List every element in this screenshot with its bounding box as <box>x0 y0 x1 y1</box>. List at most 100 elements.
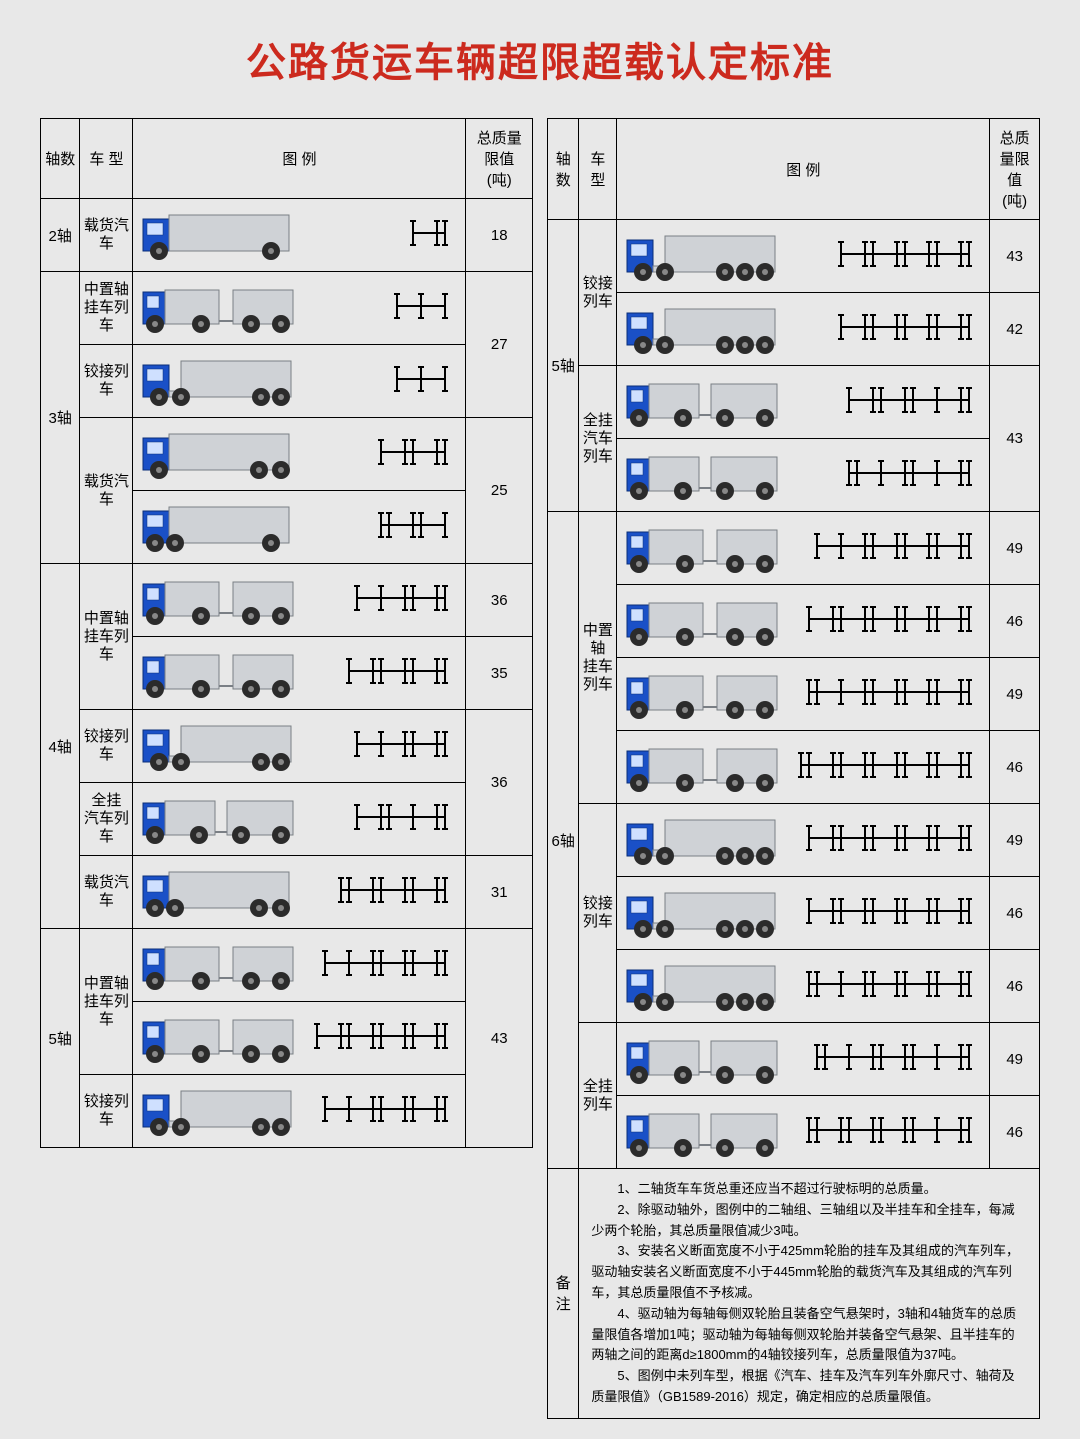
illus-cell <box>617 512 990 585</box>
axle-diagram-icon <box>337 874 457 910</box>
axle-diagram-icon <box>837 238 981 274</box>
limit-cell: 46 <box>990 950 1040 1023</box>
truck-icon <box>625 518 785 578</box>
limit-cell: 31 <box>466 856 533 929</box>
limit-cell: 36 <box>466 710 533 856</box>
type-cell: 载货汽车 <box>80 856 133 929</box>
table-row: 铰接列车 <box>41 1075 533 1148</box>
table-row: 全挂汽车列车 43 <box>548 366 1040 439</box>
limit-cell: 46 <box>990 585 1040 658</box>
truck-icon <box>141 862 301 922</box>
axle-diagram-icon <box>393 363 457 399</box>
truck-icon <box>625 810 785 870</box>
limit-cell: 42 <box>990 293 1040 366</box>
truck-icon <box>141 497 301 557</box>
table-row: 5轴中置轴挂车列车 43 <box>41 929 533 1002</box>
limit-cell: 25 <box>466 418 533 564</box>
type-cell: 铰接列车 <box>80 710 133 783</box>
illus-cell <box>617 1096 990 1169</box>
axle-diagram-icon <box>813 530 981 566</box>
table-row: 3轴中置轴挂车列车 27 <box>41 272 533 345</box>
limit-cell: 18 <box>466 199 533 272</box>
table-row: 49 <box>548 658 1040 731</box>
limit-cell: 49 <box>990 658 1040 731</box>
illus-cell <box>133 1002 466 1075</box>
header-type: 车 型 <box>579 119 617 220</box>
truck-icon <box>625 883 785 943</box>
illus-cell <box>133 564 466 637</box>
table-row <box>548 439 1040 512</box>
axle-diagram-icon <box>797 749 981 785</box>
truck-icon <box>141 716 301 776</box>
illus-cell <box>133 856 466 929</box>
limit-cell: 27 <box>466 272 533 418</box>
table-row: 全挂汽车列车 <box>41 783 533 856</box>
note-line: 4、驱动轴为每轴每侧双轮胎且装备空气悬架时，3轴和4轴货车的总质量限值各增加1吨… <box>591 1304 1027 1366</box>
truck-icon <box>141 205 301 265</box>
truck-icon <box>141 643 301 703</box>
note-line: 5、图例中未列车型，根据《汽车、挂车及汽车列车外廓尺寸、轴荷及质量限值》（GB1… <box>591 1366 1027 1408</box>
header-axle: 轴数 <box>41 119 80 199</box>
right-table: 轴数 车 型 图 例 总质量限值(吨) 5轴铰接列车 43 <box>547 118 1040 1419</box>
limit-cell: 46 <box>990 731 1040 804</box>
table-row: 46 <box>548 1096 1040 1169</box>
truck-icon <box>625 299 785 359</box>
table-row: 5轴铰接列车 43 <box>548 220 1040 293</box>
table-row: 42 <box>548 293 1040 366</box>
axle-diagram-icon <box>805 676 981 712</box>
illus-cell <box>617 293 990 366</box>
illus-cell <box>133 491 466 564</box>
limit-cell: 36 <box>466 564 533 637</box>
truck-icon <box>625 956 785 1016</box>
axle-diagram-icon <box>805 822 981 858</box>
table-row: 46 <box>548 877 1040 950</box>
axle-diagram-icon <box>353 801 457 837</box>
table-row: 全挂列车 49 <box>548 1023 1040 1096</box>
axle-diagram-icon <box>409 217 457 253</box>
axle-cell: 4轴 <box>41 564 80 929</box>
note-line: 1、二轴货车车货总重还应当不超过行驶标明的总质量。 <box>591 1179 1027 1200</box>
axle-diagram-icon <box>377 436 457 472</box>
truck-icon <box>141 570 301 630</box>
limit-cell: 43 <box>990 366 1040 512</box>
notes-label: 备注 <box>548 1169 579 1419</box>
limit-cell: 49 <box>990 804 1040 877</box>
limit-cell: 49 <box>990 1023 1040 1096</box>
type-cell: 中置轴挂车列车 <box>80 929 133 1075</box>
axle-diagram-icon <box>313 1020 457 1056</box>
truck-icon <box>625 1102 785 1162</box>
illus-cell <box>617 439 990 512</box>
table-row: 46 <box>548 731 1040 804</box>
axle-diagram-icon <box>345 655 457 691</box>
page-title: 公路货运车辆超限超载认定标准 <box>40 30 1040 88</box>
illus-cell <box>617 950 990 1023</box>
left-table: 轴数 车 型 图 例 总质量限值(吨) 2轴载货汽车 183轴中置轴挂车列车 <box>40 118 533 1148</box>
table-row: 46 <box>548 950 1040 1023</box>
illus-cell <box>133 710 466 783</box>
table-row: 铰接列车 <box>41 345 533 418</box>
header-axle: 轴数 <box>548 119 579 220</box>
truck-icon <box>625 372 785 432</box>
type-cell: 中置轴挂车列车 <box>579 512 617 804</box>
axle-cell: 3轴 <box>41 272 80 564</box>
axle-diagram-icon <box>377 509 457 545</box>
axle-diagram-icon <box>321 947 457 983</box>
illus-cell <box>617 1023 990 1096</box>
limit-cell: 43 <box>990 220 1040 293</box>
axle-diagram-icon <box>813 1041 981 1077</box>
table-row: 46 <box>548 585 1040 658</box>
table-row: 载货汽车 31 <box>41 856 533 929</box>
axle-cell: 6轴 <box>548 512 579 1169</box>
note-line: 3、安装名义断面宽度不小于425mm轮胎的挂车及其组成的汽车列车，驱动轴安装名义… <box>591 1241 1027 1303</box>
axle-diagram-icon <box>805 895 981 931</box>
axle-diagram-icon <box>393 290 457 326</box>
header-limit: 总质量限值(吨) <box>466 119 533 199</box>
axle-cell: 2轴 <box>41 199 80 272</box>
type-cell: 铰接列车 <box>80 345 133 418</box>
tables-container: 轴数 车 型 图 例 总质量限值(吨) 2轴载货汽车 183轴中置轴挂车列车 <box>40 118 1040 1419</box>
notes-cell: 1、二轴货车车货总重还应当不超过行驶标明的总质量。2、除驱动轴外，图例中的二轴组… <box>579 1169 1040 1419</box>
truck-icon <box>141 351 301 411</box>
axle-diagram-icon <box>845 384 981 420</box>
truck-icon <box>625 226 785 286</box>
axle-cell: 5轴 <box>548 220 579 512</box>
